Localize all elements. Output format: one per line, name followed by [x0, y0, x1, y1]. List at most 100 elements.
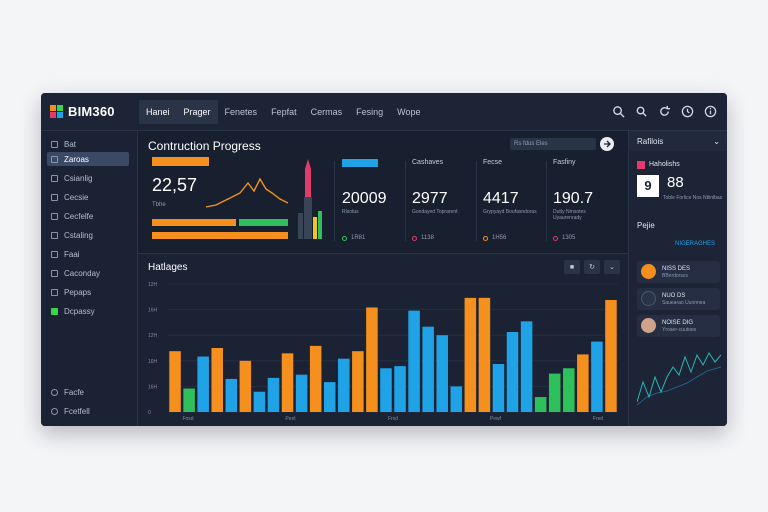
stat-foot-value: 1138 — [421, 235, 434, 241]
nav-tab[interactable]: Fepfat — [271, 107, 297, 117]
search-icon[interactable] — [612, 105, 625, 118]
sidebar-item-label: Fcetfell — [64, 406, 90, 416]
stat-card[interactable]: Fecse 4417 Grypyayd Boufasndoras 1H56 — [479, 157, 545, 245]
card-sub: Toble Forlice Nos Ntlinlbas — [663, 195, 723, 201]
x-tick-label: Peet — [285, 416, 296, 422]
stat-card[interactable]: Cashaves 2977 Gondayed Toprarent 1138 — [408, 157, 474, 245]
sidebar-item-label: Facfe — [64, 387, 85, 397]
sidebar-item[interactable]: Cecfelfe — [47, 209, 129, 223]
info-icon[interactable] — [704, 105, 717, 118]
avatar — [641, 264, 656, 279]
sidebar-footer-item[interactable]: Facfe — [47, 385, 129, 399]
chart-bar[interactable] — [352, 351, 364, 412]
lock-icon[interactable]: ■ — [564, 260, 580, 274]
stat-sub: Dutty Nmsotes Uyaurenrady — [553, 209, 586, 221]
card-badge: 9 — [637, 175, 659, 197]
sidebar-item[interactable]: Csianlig — [47, 171, 129, 185]
sidebar-footer-item[interactable]: Fcetfell — [47, 404, 129, 418]
calendar-icon — [51, 269, 58, 277]
sidebar-item[interactable]: Dcpassy — [47, 304, 129, 318]
nav-tab[interactable]: Wope — [397, 107, 421, 117]
grid-icon — [51, 140, 58, 148]
y-tick-label: 16H — [148, 359, 158, 365]
chart-bar[interactable] — [309, 345, 322, 412]
status-icon — [412, 235, 417, 241]
chart-bar[interactable] — [295, 374, 308, 412]
y-tick-label: 16H — [148, 308, 158, 314]
chart-bar[interactable] — [253, 391, 266, 412]
search-input[interactable]: Rs fdus Eles — [510, 138, 596, 150]
status-icon — [483, 235, 488, 241]
toggle-button[interactable] — [600, 137, 614, 151]
stat-card[interactable]: 20009 Rlsotus 1R81 — [338, 157, 404, 245]
chart-bar[interactable] — [281, 353, 294, 412]
sidebar-item[interactable]: Caconday — [47, 266, 129, 280]
chart-bar[interactable] — [506, 332, 519, 412]
chart-bar[interactable] — [338, 358, 350, 412]
mini-line-chart — [637, 352, 721, 406]
chart-bar[interactable] — [548, 373, 561, 412]
kpi-label: Tbhe — [152, 202, 166, 208]
chart-bar[interactable] — [267, 377, 280, 412]
chart-bar[interactable] — [394, 366, 406, 412]
chart-bar[interactable] — [197, 356, 209, 412]
chart-bar[interactable] — [534, 397, 547, 412]
chart-bar[interactable] — [492, 364, 505, 412]
chart-bar[interactable] — [520, 321, 533, 412]
section-header[interactable]: Pejie — [629, 215, 727, 235]
bar-chart: 12H 16H 12H 16H 16H 0 Fnsd Peet Frsd Pewf Fred — [148, 282, 618, 422]
chart-bar[interactable] — [464, 297, 477, 412]
list-item[interactable]: NOISE DIG Yroaer-cuutoes — [637, 315, 720, 337]
list-item-title: NOISE DIG — [662, 320, 694, 326]
chart-bar[interactable] — [478, 297, 491, 412]
chart-bar[interactable] — [563, 368, 575, 412]
list-item[interactable]: NISS DES BBnrdorscs — [637, 261, 720, 283]
clock-icon[interactable] — [681, 105, 694, 118]
chart-bar[interactable] — [436, 335, 448, 412]
card-value: 88 — [667, 174, 684, 191]
chart-bar[interactable] — [450, 386, 463, 412]
list-item-title: NUO DS — [662, 293, 686, 299]
nav-tab[interactable]: Fesing — [356, 107, 384, 117]
sidebar-item[interactable]: Pepaps — [47, 285, 129, 299]
avatar — [641, 318, 656, 333]
chart-bar[interactable] — [577, 354, 589, 412]
refresh-icon[interactable]: ↻ — [584, 260, 600, 274]
cube-icon — [51, 288, 58, 296]
refresh-icon[interactable] — [658, 105, 671, 118]
chart-bar[interactable] — [408, 310, 420, 412]
chart-bar[interactable] — [366, 307, 378, 412]
chart-bar[interactable] — [591, 341, 603, 412]
sidebar-item[interactable]: Faai — [47, 247, 129, 261]
nav-tab[interactable]: Cermas — [310, 107, 343, 117]
sidebar-item[interactable]: Cstaling — [47, 228, 129, 242]
chart-bar[interactable] — [605, 300, 617, 412]
nav-tab[interactable]: Fenetes — [224, 107, 258, 117]
chart-bar[interactable] — [239, 360, 252, 412]
stat-card[interactable]: Fasfiny 190.7 Dutty Nmsotes Uyaurenrady … — [549, 157, 615, 245]
chart-bar[interactable] — [169, 351, 181, 412]
chevron-down-icon[interactable]: ⌄ — [604, 260, 620, 274]
sidebar-item[interactable]: Zaroas — [47, 152, 129, 166]
sidebar-item-label: Cecfelfe — [64, 211, 94, 221]
chart-bar[interactable] — [225, 378, 238, 412]
nav-tab[interactable]: Hanei — [139, 100, 177, 124]
sidebar-item-label: Cstaling — [64, 230, 93, 240]
chart-bar[interactable] — [323, 382, 336, 412]
sidebar-item[interactable]: Bat — [47, 137, 129, 151]
main-panel: Contruction Progress Rs fdus Eles 22,57 … — [138, 131, 628, 426]
stat-value: 4417 — [483, 190, 519, 207]
x-tick-label: Fnsd — [182, 416, 193, 422]
sidebar-item[interactable]: Cecsie — [47, 190, 129, 204]
app-logo[interactable]: BIM360 — [50, 104, 115, 119]
chart-bar[interactable] — [422, 326, 434, 412]
search-small-icon[interactable] — [635, 105, 648, 118]
list-item[interactable]: NUO DS Sauearao Uunnnea — [637, 288, 720, 310]
progress-segment — [238, 219, 288, 226]
chart-bar[interactable] — [380, 368, 392, 412]
chart-bar[interactable] — [183, 388, 195, 412]
right-panel-header[interactable]: Rafilois ⌄ — [629, 131, 727, 151]
chart-bar[interactable] — [211, 348, 223, 412]
nav-tab[interactable]: Prager — [176, 100, 218, 124]
stat-foot: 1305 — [553, 235, 575, 241]
